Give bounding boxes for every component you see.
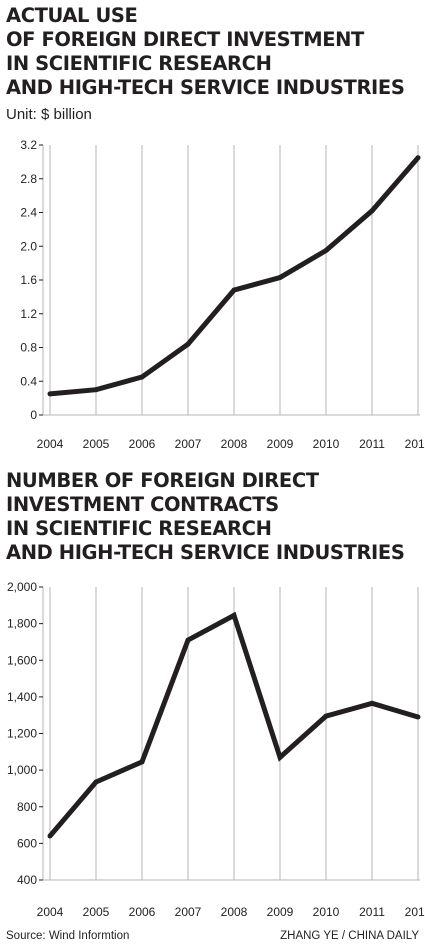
chart1-title: ACTUAL USE OF FOREIGN DIRECT INVESTMENT … xyxy=(6,4,405,99)
fdi-actual-use-line-chart: 0 0.4 0.8 1.2 1.6 2.0 2.4 2.8 3.2 2004 2005 2006 200… xyxy=(20,138,425,451)
x-tick-label: 2006 xyxy=(129,905,156,919)
y-tick-label: 2.0 xyxy=(20,239,37,253)
chart1-unit-label: Unit: $ billion xyxy=(6,106,92,123)
y-tick-label: 0.8 xyxy=(20,341,37,355)
y-tick-label: 400 xyxy=(17,873,37,887)
data-point-2011 xyxy=(369,208,375,214)
y-tick-label: 2.8 xyxy=(20,172,37,186)
y-tick-label: 600 xyxy=(17,836,37,850)
data-point-2010 xyxy=(323,248,329,253)
y-tick-label: 1,600 xyxy=(7,653,37,667)
data-point-2007 xyxy=(185,637,191,643)
source-note: Source: Wind Informtion xyxy=(6,930,130,942)
x-tick-label: 2012 xyxy=(405,437,425,451)
y-tick-label: 2,000 xyxy=(7,580,37,594)
fdi-contracts-line-chart: 400 600 800 1,000 1,200 1,400 1,600 1,800 2,000 2… xyxy=(7,580,425,919)
data-point-2005 xyxy=(93,779,99,785)
credit-line: ZHANG YE / CHINA DAILY xyxy=(280,930,419,942)
x-tick-label: 2008 xyxy=(221,905,248,919)
y-tick-label: 1.6 xyxy=(20,273,37,287)
x-tick-label: 2012 xyxy=(405,905,425,919)
x-tick-label: 2010 xyxy=(313,905,340,919)
x-tick-label: 2007 xyxy=(175,437,202,451)
data-point-2008 xyxy=(231,287,237,293)
x-tick-label: 2009 xyxy=(267,437,294,451)
y-tick-label: 1,200 xyxy=(7,727,37,741)
y-tick-label: 1,800 xyxy=(7,617,37,631)
x-tick-label: 2008 xyxy=(221,437,248,451)
data-point-2004 xyxy=(47,391,53,397)
y-tick-label: 800 xyxy=(17,800,37,814)
data-point-2008 xyxy=(231,612,237,618)
y-tick-label: 1,400 xyxy=(7,690,37,704)
chart2-title: NUMBER OF FOREIGN DIRECT INVESTMENT CONT… xyxy=(6,469,405,564)
y-tick-label: 1,000 xyxy=(7,763,37,777)
x-tick-label: 2007 xyxy=(175,905,202,919)
x-tick-label: 2004 xyxy=(37,437,64,451)
data-point-2011 xyxy=(369,700,375,706)
data-point-2012 xyxy=(415,155,421,161)
data-point-2004 xyxy=(47,833,53,839)
x-tick-label: 2005 xyxy=(83,437,110,451)
data-point-2012 xyxy=(415,714,421,720)
x-tick-label: 2009 xyxy=(267,905,294,919)
y-tick-label: 1.2 xyxy=(20,307,37,321)
y-tick-label: 0 xyxy=(30,408,37,422)
x-tick-label: 2011 xyxy=(359,905,385,919)
y-tick-label: 0.4 xyxy=(20,374,37,388)
x-tick-label: 2004 xyxy=(37,905,64,919)
x-tick-label: 2010 xyxy=(313,437,340,451)
data-point-2009 xyxy=(277,275,283,280)
x-tick-label: 2006 xyxy=(129,437,156,451)
x-tick-label: 2011 xyxy=(359,437,385,451)
y-tick-label: 3.2 xyxy=(20,138,37,152)
data-point-2009 xyxy=(277,754,283,760)
data-point-2006 xyxy=(139,374,145,380)
data-point-2005 xyxy=(93,387,99,393)
data-point-2010 xyxy=(323,713,329,719)
data-point-2007 xyxy=(185,341,191,347)
y-tick-label: 2.4 xyxy=(20,206,37,220)
data-point-2006 xyxy=(139,759,145,765)
x-tick-label: 2005 xyxy=(83,905,110,919)
